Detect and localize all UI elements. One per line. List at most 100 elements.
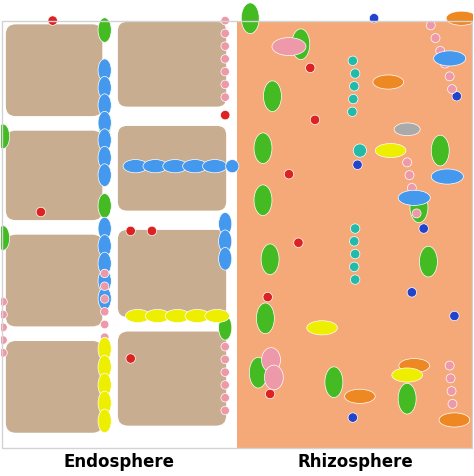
Ellipse shape (446, 11, 474, 25)
Ellipse shape (205, 309, 229, 323)
Ellipse shape (392, 368, 422, 382)
FancyBboxPatch shape (4, 23, 104, 118)
Ellipse shape (36, 207, 46, 217)
Ellipse shape (445, 361, 454, 370)
Ellipse shape (123, 159, 148, 173)
Ellipse shape (98, 129, 111, 151)
Ellipse shape (221, 29, 229, 38)
Text: Endosphere: Endosphere (64, 454, 174, 472)
Ellipse shape (126, 309, 150, 323)
Ellipse shape (143, 159, 167, 173)
Ellipse shape (98, 76, 111, 99)
Ellipse shape (98, 391, 111, 415)
Ellipse shape (98, 217, 111, 240)
Ellipse shape (100, 307, 109, 316)
Ellipse shape (0, 348, 7, 357)
Ellipse shape (306, 63, 315, 72)
Ellipse shape (410, 196, 419, 205)
Ellipse shape (262, 347, 281, 372)
Ellipse shape (412, 209, 421, 218)
Ellipse shape (405, 171, 414, 179)
Ellipse shape (446, 374, 455, 383)
Ellipse shape (254, 185, 272, 216)
Ellipse shape (348, 413, 357, 422)
Ellipse shape (219, 248, 232, 270)
Ellipse shape (375, 143, 406, 158)
Ellipse shape (163, 159, 187, 173)
Ellipse shape (98, 146, 111, 169)
Ellipse shape (221, 42, 229, 50)
Ellipse shape (221, 355, 229, 364)
Ellipse shape (369, 13, 379, 23)
Ellipse shape (98, 94, 111, 117)
Ellipse shape (349, 237, 359, 246)
Ellipse shape (98, 270, 111, 292)
Ellipse shape (419, 224, 428, 233)
Ellipse shape (98, 164, 111, 187)
Ellipse shape (254, 133, 272, 164)
Ellipse shape (345, 389, 375, 404)
Ellipse shape (226, 159, 239, 173)
Ellipse shape (325, 367, 343, 397)
FancyBboxPatch shape (4, 129, 104, 221)
Ellipse shape (249, 357, 267, 388)
Ellipse shape (292, 29, 310, 60)
Ellipse shape (284, 169, 294, 179)
Ellipse shape (0, 336, 7, 344)
Ellipse shape (0, 226, 9, 250)
Ellipse shape (439, 413, 470, 427)
Ellipse shape (221, 16, 229, 25)
Ellipse shape (98, 287, 111, 310)
Ellipse shape (147, 226, 156, 236)
Ellipse shape (219, 316, 232, 340)
Ellipse shape (100, 282, 109, 290)
Ellipse shape (445, 72, 454, 81)
Ellipse shape (350, 275, 360, 284)
Ellipse shape (373, 75, 403, 89)
Ellipse shape (219, 230, 232, 253)
Ellipse shape (431, 34, 440, 42)
Ellipse shape (347, 107, 357, 117)
Ellipse shape (448, 399, 457, 408)
Ellipse shape (394, 123, 420, 136)
Ellipse shape (265, 389, 275, 399)
FancyBboxPatch shape (117, 228, 228, 318)
Ellipse shape (165, 309, 190, 323)
Ellipse shape (221, 68, 229, 76)
Text: Rhizosphere: Rhizosphere (297, 454, 413, 472)
Ellipse shape (264, 81, 282, 111)
Ellipse shape (348, 94, 358, 104)
Ellipse shape (100, 333, 109, 341)
Ellipse shape (272, 38, 306, 56)
Ellipse shape (221, 93, 229, 101)
Ellipse shape (0, 310, 7, 319)
Ellipse shape (98, 409, 111, 433)
FancyBboxPatch shape (4, 339, 104, 434)
Ellipse shape (0, 323, 7, 332)
Ellipse shape (419, 246, 438, 277)
Ellipse shape (219, 212, 232, 235)
Ellipse shape (307, 321, 337, 335)
Ellipse shape (221, 55, 229, 63)
Bar (237, 20, 473, 448)
Ellipse shape (0, 124, 9, 149)
Ellipse shape (398, 383, 416, 414)
Ellipse shape (447, 85, 456, 94)
Ellipse shape (221, 342, 229, 351)
Ellipse shape (220, 110, 230, 120)
Ellipse shape (450, 311, 459, 321)
Ellipse shape (349, 81, 359, 91)
Ellipse shape (264, 365, 283, 390)
Ellipse shape (221, 381, 229, 389)
Ellipse shape (98, 355, 111, 379)
Ellipse shape (407, 183, 416, 192)
Ellipse shape (348, 56, 357, 66)
Ellipse shape (98, 59, 111, 81)
Ellipse shape (399, 358, 429, 373)
Ellipse shape (48, 16, 57, 25)
FancyBboxPatch shape (117, 330, 228, 427)
Ellipse shape (350, 224, 360, 233)
Ellipse shape (100, 320, 109, 329)
Ellipse shape (98, 235, 111, 258)
Ellipse shape (0, 298, 7, 306)
